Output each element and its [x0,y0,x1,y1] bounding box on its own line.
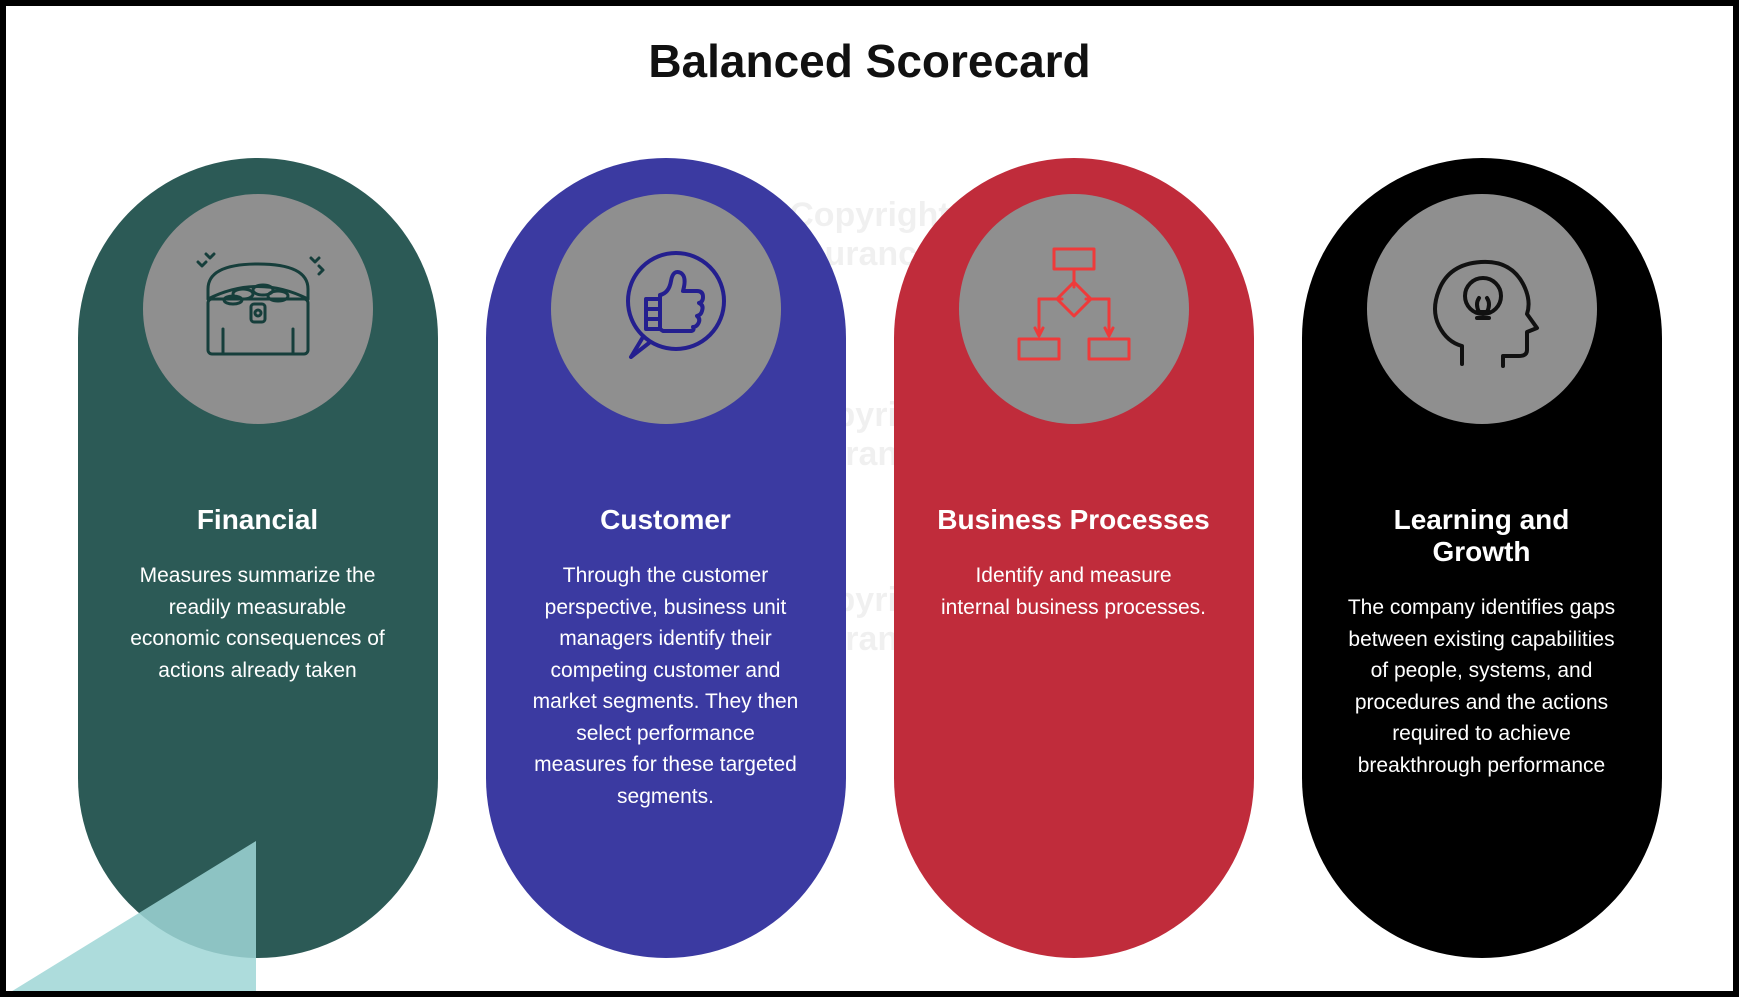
head-lightbulb-icon [1407,234,1557,384]
pillar-learning-growth: Learning and Growth The company identifi… [1302,158,1662,958]
page-title: Balanced Scorecard [6,34,1733,88]
icon-circle [551,194,781,424]
pillar-description: Measures summarize the readily measurabl… [118,560,398,686]
infographic-frame: Balanced Scorecard Copyright Quality Ass… [0,0,1739,997]
pillar-customer: Customer Through the customer perspectiv… [486,158,846,958]
thumbs-up-bubble-icon [591,239,741,379]
pillar-description: The company identifies gaps between exis… [1342,592,1622,781]
icon-circle [959,194,1189,424]
icon-circle [143,194,373,424]
icon-circle [1367,194,1597,424]
pillar-title: Learning and Growth [1342,504,1622,568]
pillar-title: Business Processes [934,504,1214,536]
pillars-row: Financial Measures summarize the readily… [6,158,1733,958]
flowchart-icon [999,239,1149,379]
pillar-title: Financial [118,504,398,536]
pillar-description: Identify and measure internal business p… [934,560,1214,623]
pillar-financial: Financial Measures summarize the readily… [78,158,438,958]
pillar-business-processes: Business Processes Identify and measure … [894,158,1254,958]
pillar-title: Customer [526,504,806,536]
pillar-description: Through the customer perspective, busine… [526,560,806,812]
corner-accent [0,841,256,997]
treasure-chest-icon [183,244,333,374]
